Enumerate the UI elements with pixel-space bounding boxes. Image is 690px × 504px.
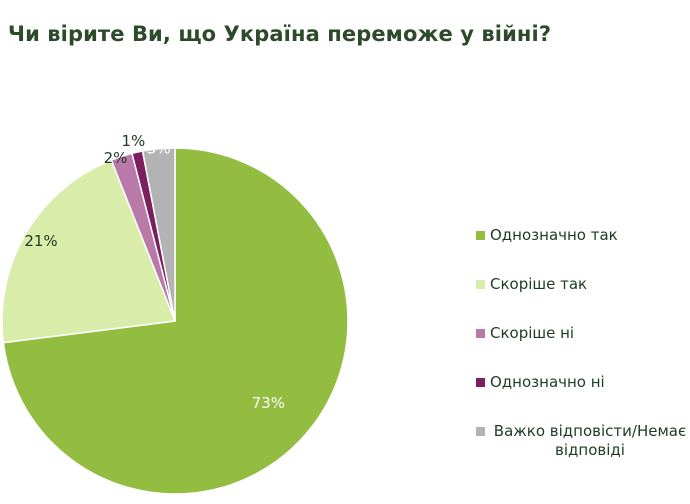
legend-item-hard-to-say: Важко відповісти/Немає відповіді [476, 420, 690, 469]
legend-item-rather-yes: Скоріше так [476, 273, 690, 322]
legend: Однозначно так Скоріше так Скоріше ні Од… [476, 224, 690, 469]
legend-swatch [476, 329, 485, 338]
legend-label: Скоріше ні [490, 324, 575, 342]
legend-item-definitely-yes: Однозначно так [476, 224, 690, 273]
legend-swatch [476, 427, 485, 436]
data-label-definitely-no: 1% [122, 132, 146, 150]
legend-item-definitely-no: Однозначно ні [476, 371, 690, 420]
data-label-rather-no: 2% [104, 149, 128, 167]
pie-slice-rather-yes [1, 159, 177, 344]
chart-title: Чи вірите Ви, що Україна переможе у війн… [8, 22, 552, 46]
legend-item-rather-no: Скоріше ні [476, 322, 690, 371]
data-label-rather-yes: 21% [24, 232, 57, 250]
legend-label: Однозначно так [490, 226, 618, 244]
pie-slice-hard-to-say [141, 147, 176, 322]
legend-label: Скоріше так [490, 275, 588, 293]
legend-swatch [476, 231, 485, 240]
data-label-definitely-yes: 73% [252, 394, 285, 412]
legend-label: Однозначно ні [490, 373, 605, 391]
legend-swatch [476, 378, 485, 387]
data-label-hard-to-say: 3% [147, 139, 171, 157]
legend-swatch [476, 280, 485, 289]
legend-label: Важко відповісти/Немає відповіді [493, 422, 687, 459]
